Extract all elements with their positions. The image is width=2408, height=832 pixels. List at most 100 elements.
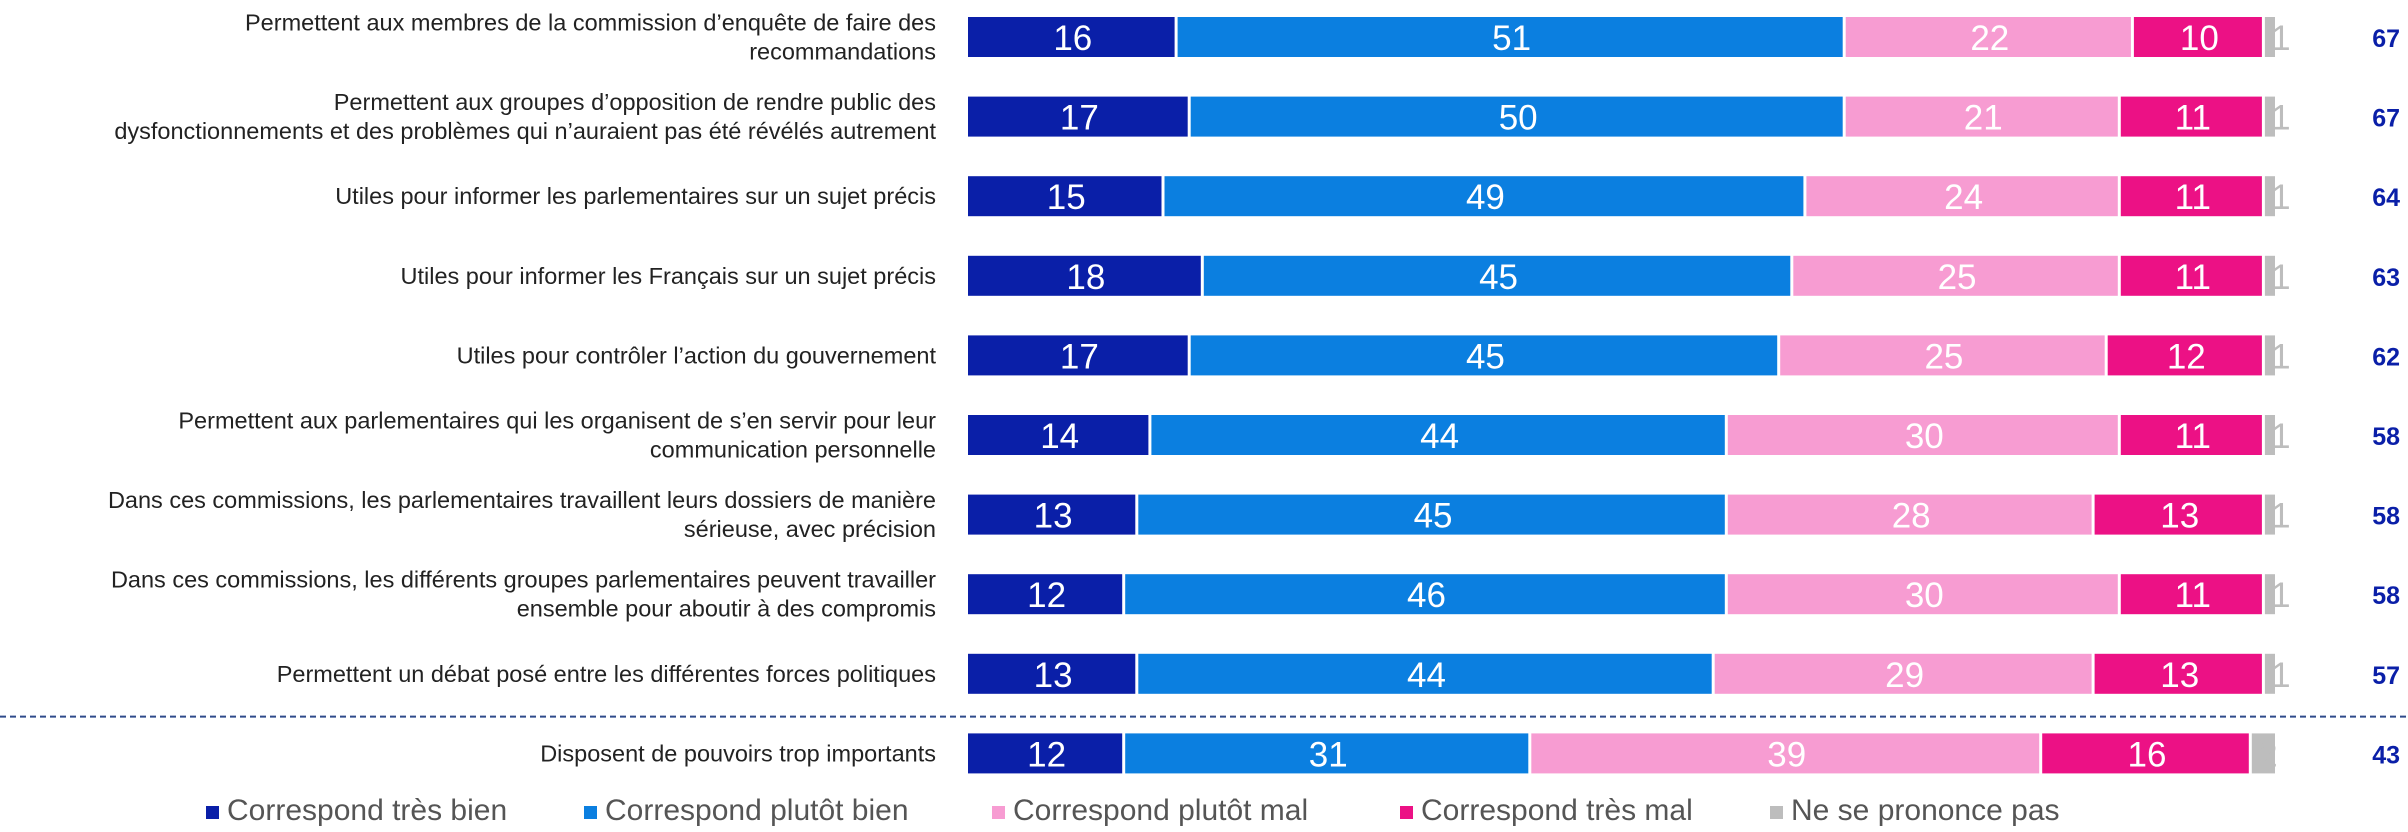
category-label-line: dysfonctionnements et des problèmes qui …	[114, 118, 936, 144]
bar-segment	[2120, 176, 2262, 217]
legend-swatch	[1770, 806, 1783, 819]
data-label: 12	[1027, 735, 1066, 774]
legend-label: Correspond plutôt mal	[1013, 794, 1308, 827]
legend-swatch	[1400, 806, 1413, 819]
legend-swatch	[584, 806, 597, 819]
data-label: 39	[1767, 735, 1806, 774]
data-label: 11	[2175, 99, 2211, 138]
category-label: Dans ces commissions, les parlementaires…	[108, 487, 936, 542]
data-label: 15	[1047, 178, 1086, 217]
bar-segment	[2094, 494, 2262, 535]
bar-segment	[2264, 255, 2275, 296]
data-label: 12	[1027, 576, 1066, 615]
total-label: 43	[2372, 741, 2400, 769]
category-label: Permettent aux groupes d’opposition de r…	[114, 89, 936, 144]
data-label: 21	[1964, 99, 2003, 138]
total-label: 58	[2372, 582, 2400, 610]
bar-segment	[2133, 17, 2262, 57]
data-label: 18	[1066, 258, 1105, 297]
bar-segment	[968, 17, 1175, 57]
category-label-line: Dans ces commissions, les différents gro…	[111, 567, 936, 593]
category-label-line: Permettent un débat posé entre les diffé…	[277, 661, 936, 687]
bar-segment	[1793, 255, 2118, 296]
bar-segment	[2264, 574, 2275, 615]
category-label-line: Permettent aux parlementaires qui les or…	[178, 408, 936, 434]
bar-segment	[1138, 494, 1725, 535]
data-label: 17	[1060, 99, 1099, 138]
legend-label: Correspond très mal	[1421, 794, 1693, 827]
bar-segment	[968, 733, 1123, 774]
total-label: 67	[2372, 105, 2400, 133]
bar-segment	[2264, 415, 2275, 455]
bar-segment	[968, 255, 1201, 296]
data-label: 13	[2160, 497, 2199, 536]
data-label: 17	[1060, 337, 1099, 376]
category-label-line: Disposent de pouvoirs trop importants	[540, 740, 936, 766]
bar-segment	[2120, 415, 2262, 455]
category-label: Permettent un débat posé entre les diffé…	[277, 661, 936, 687]
data-label: 51	[1492, 19, 1531, 58]
category-label-line: communication personnelle	[650, 437, 936, 463]
bar-segment	[2264, 494, 2275, 535]
bar-segment	[2264, 17, 2275, 57]
bar-segment	[968, 96, 1188, 137]
data-label: 44	[1407, 656, 1446, 695]
data-label: 1	[2271, 337, 2290, 376]
data-label: 11	[2175, 258, 2211, 297]
bar-segment	[2094, 653, 2262, 694]
legend-label: Ne se prononce pas	[1791, 794, 2060, 827]
category-label: Utiles pour informer les parlementaires …	[335, 183, 936, 209]
data-label: 49	[1466, 178, 1505, 217]
data-label: 11	[2175, 576, 2211, 615]
legend-swatch	[206, 806, 219, 819]
bar-segment	[1727, 574, 2118, 615]
category-label-line: Dans ces commissions, les parlementaires…	[108, 487, 936, 513]
category-label-line: Permettent aux groupes d’opposition de r…	[334, 89, 936, 115]
bar-segment	[2251, 733, 2275, 774]
total-label: 57	[2372, 662, 2400, 690]
bar-segment	[1780, 335, 2105, 376]
data-label: 45	[1414, 497, 1453, 536]
bar-segment	[2120, 96, 2262, 137]
bar-segment	[1727, 415, 2118, 455]
data-label: 13	[2160, 656, 2199, 695]
bar-segment	[2042, 733, 2249, 774]
bar-segment	[1190, 96, 1843, 137]
bar-segment	[968, 494, 1136, 535]
legend-label: Correspond plutôt bien	[605, 794, 909, 827]
bar-segment	[1125, 733, 1529, 774]
data-label: 1	[2271, 656, 2290, 695]
data-label: 46	[1407, 576, 1446, 615]
data-label: 30	[1905, 576, 1944, 615]
data-label: 1	[2271, 19, 2290, 58]
data-label: 10	[2180, 19, 2219, 58]
data-label: 13	[1034, 497, 1073, 536]
bar-segment	[968, 335, 1188, 376]
category-label-line: recommandations	[749, 39, 936, 65]
bar-segment	[1845, 96, 2118, 137]
bar-segment	[1164, 176, 1804, 217]
data-label: 11	[2175, 178, 2211, 217]
bar-segment	[1531, 733, 2040, 774]
total-label: 62	[2372, 343, 2400, 371]
bar-segment	[2120, 255, 2262, 296]
data-label: 2	[2258, 735, 2277, 774]
total-label: 63	[2372, 264, 2400, 292]
bar-segment	[968, 415, 1149, 455]
category-label-line: Permettent aux membres de la commission …	[245, 10, 936, 36]
bar-segment	[1138, 653, 1712, 694]
data-label: 25	[1924, 337, 1963, 376]
legend-label: Correspond très bien	[227, 794, 507, 827]
data-label: 14	[1040, 417, 1079, 456]
category-label: Utiles pour contrôler l’action du gouver…	[457, 342, 937, 368]
bar-segment	[1177, 17, 1843, 57]
data-label: 1	[2271, 178, 2290, 217]
category-label: Dans ces commissions, les différents gro…	[111, 567, 936, 622]
bar-segment	[1190, 335, 1778, 376]
category-label-line: ensemble pour aboutir à des compromis	[517, 596, 936, 622]
data-label: 22	[1970, 19, 2009, 58]
category-label: Permettent aux membres de la commission …	[245, 10, 936, 65]
data-label: 1	[2271, 497, 2290, 536]
bar-segment	[1806, 176, 2118, 217]
